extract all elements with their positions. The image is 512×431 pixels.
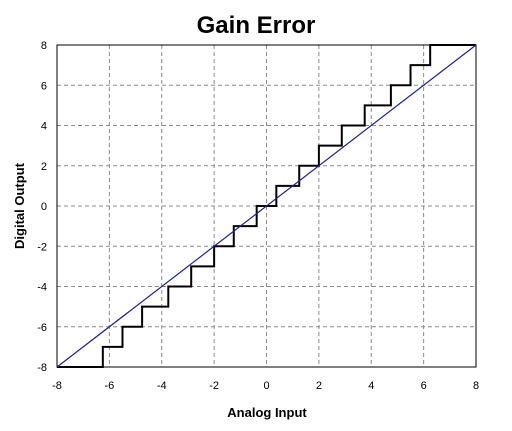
y-tick-label: 0 [41, 201, 47, 213]
plot-area-border [56, 44, 477, 368]
y-tick-label: -8 [37, 362, 47, 374]
x-tick-label: 0 [263, 380, 269, 392]
x-tick-label: 4 [368, 380, 374, 392]
y-tick-labels: -8 -6 -4 -2 0 2 4 6 8 [37, 40, 47, 374]
x-tick-label: -8 [52, 380, 62, 392]
chart-title: Gain Error [197, 12, 316, 39]
series-group [56, 44, 477, 368]
x-tick-label: -6 [104, 380, 114, 392]
y-tick-label: 6 [41, 80, 47, 92]
y-tick-label: -2 [37, 241, 47, 253]
x-tick-label: 6 [421, 380, 427, 392]
x-tick-label: -4 [157, 380, 167, 392]
x-tick-label: -2 [209, 380, 219, 392]
y-axis-label: Digital Output [12, 162, 27, 249]
x-tick-label: 8 [473, 380, 479, 392]
ideal-transfer-line [56, 44, 477, 368]
x-tick-label: 2 [316, 380, 322, 392]
y-tick-label: 2 [41, 161, 47, 173]
y-tick-label: 4 [41, 121, 47, 133]
x-tick-labels: -8 -6 -4 -2 0 2 4 6 8 [52, 380, 479, 392]
x-axis-label: Analog Input [227, 405, 307, 420]
y-tick-label: 8 [41, 40, 47, 52]
y-tick-label: -4 [37, 282, 47, 294]
y-tick-label: -6 [37, 322, 47, 334]
